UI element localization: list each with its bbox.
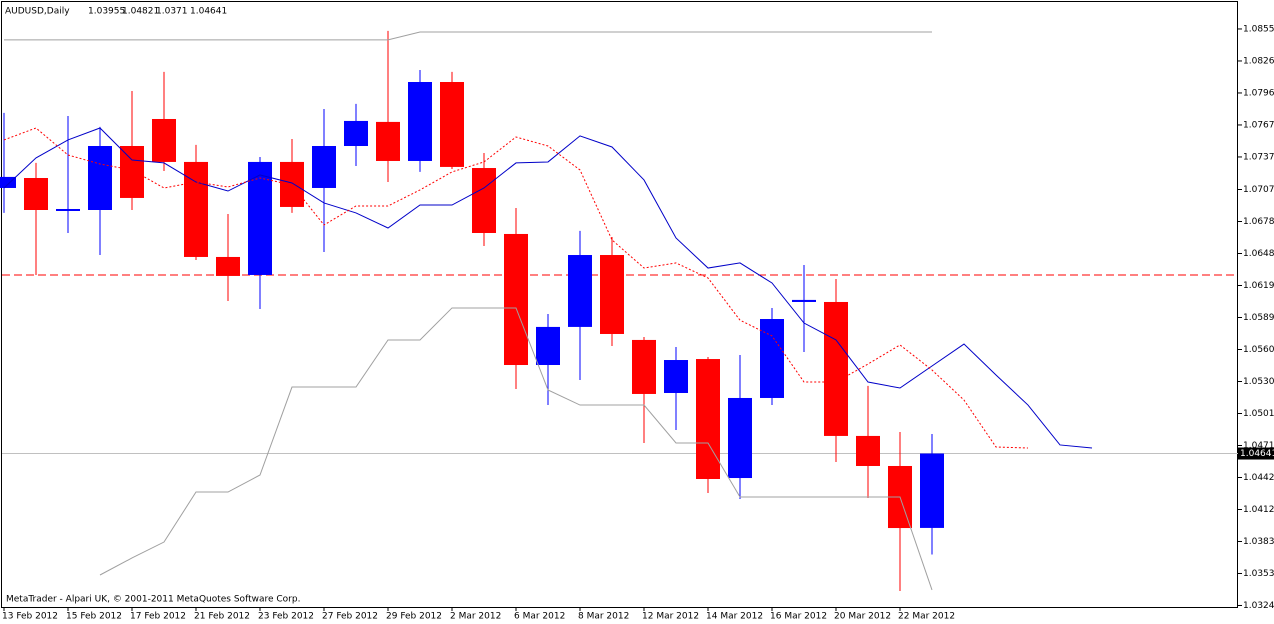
header-high: 1.04821 <box>122 7 159 17</box>
candle-body <box>536 326 560 366</box>
x-tick-label: 29 Feb 2012 <box>386 612 442 622</box>
y-tick-label: 1.05305 <box>1243 377 1274 387</box>
current-price-label: 1.04641 <box>1240 449 1274 459</box>
x-tick-label: 14 Mar 2012 <box>706 612 763 622</box>
y-tick-label: 1.06780 <box>1243 217 1274 227</box>
y-tick-label: 1.03240 <box>1243 601 1274 611</box>
candle-body <box>568 255 592 327</box>
y-tick-label: 1.04715 <box>1243 441 1274 451</box>
x-tick-label: 27 Feb 2012 <box>322 612 378 622</box>
credit: MetaTrader - Alpari UK, © 2001-2011 Meta… <box>6 595 300 605</box>
y-tick-label: 1.07670 <box>1243 120 1274 130</box>
plot-frame <box>1 1 1238 608</box>
candle-body <box>696 359 720 480</box>
x-tick-label: 23 Feb 2012 <box>258 612 314 622</box>
y-tick-label: 1.04125 <box>1243 505 1274 515</box>
candle-body <box>856 435 880 466</box>
x-tick-label: 15 Feb 2012 <box>66 612 122 622</box>
x-tick-label: 21 Feb 2012 <box>194 612 250 622</box>
indicator-line <box>3 127 1093 449</box>
candle-body <box>120 146 144 198</box>
y-tick-label: 1.08260 <box>1243 56 1274 66</box>
candle-body <box>376 121 400 161</box>
indicator-line <box>3 127 1029 449</box>
y-tick-label: 1.05600 <box>1243 345 1274 355</box>
candle-body <box>792 299 816 302</box>
x-tick-label: 22 Mar 2012 <box>898 612 955 622</box>
candle-body <box>600 255 624 334</box>
current-price-box <box>1238 447 1274 460</box>
candle-body <box>728 397 752 479</box>
candle-body <box>504 233 528 366</box>
candle-body <box>760 319 784 398</box>
y-tick-label: 1.03535 <box>1243 569 1274 579</box>
y-tick-label: 1.08555 <box>1243 24 1274 34</box>
y-tick-label: 1.04420 <box>1243 473 1274 483</box>
candle-body <box>408 82 432 161</box>
candle-body <box>344 120 368 147</box>
indicator-line <box>99 307 933 591</box>
candle-body <box>152 118 176 162</box>
candle-body <box>184 161 208 257</box>
candle-body <box>216 256 240 276</box>
candle-body <box>88 146 112 210</box>
candle-body <box>824 301 848 436</box>
x-tick-label: 6 Mar 2012 <box>514 612 565 622</box>
y-tick-label: 1.05895 <box>1243 313 1274 323</box>
candle-body <box>248 161 272 275</box>
candle-body <box>632 339 656 394</box>
x-tick-label: 13 Feb 2012 <box>2 612 58 622</box>
header-low: 1.0371 <box>156 7 188 17</box>
indicator-line <box>4 31 932 41</box>
candle-body <box>440 82 464 167</box>
y-tick-label: 1.07075 <box>1243 185 1274 195</box>
candle-body <box>0 176 16 188</box>
y-tick-label: 1.06190 <box>1243 281 1274 291</box>
candle-body <box>24 177 48 210</box>
x-tick-label: 17 Feb 2012 <box>130 612 186 622</box>
chart-title: AUDUSD,Daily <box>5 7 70 17</box>
header-close: 1.04641 <box>190 7 227 17</box>
x-tick-label: 12 Mar 2012 <box>642 612 699 622</box>
x-tick-label: 20 Mar 2012 <box>834 612 891 622</box>
candle-body <box>56 208 80 211</box>
x-tick-label: 16 Mar 2012 <box>770 612 827 622</box>
y-tick-label: 1.05010 <box>1243 409 1274 419</box>
x-tick-label: 8 Mar 2012 <box>578 612 629 622</box>
candle-body <box>312 146 336 188</box>
y-tick-label: 1.06485 <box>1243 249 1274 259</box>
y-tick-label: 1.03830 <box>1243 537 1274 547</box>
candle-body <box>472 168 496 233</box>
x-tick-label: 2 Mar 2012 <box>450 612 501 622</box>
y-tick-label: 1.07965 <box>1243 88 1274 98</box>
candle-body <box>664 360 688 393</box>
candle-body <box>920 453 944 528</box>
y-tick-label: 1.07375 <box>1243 152 1274 162</box>
header-open: 1.03955 <box>88 7 125 17</box>
